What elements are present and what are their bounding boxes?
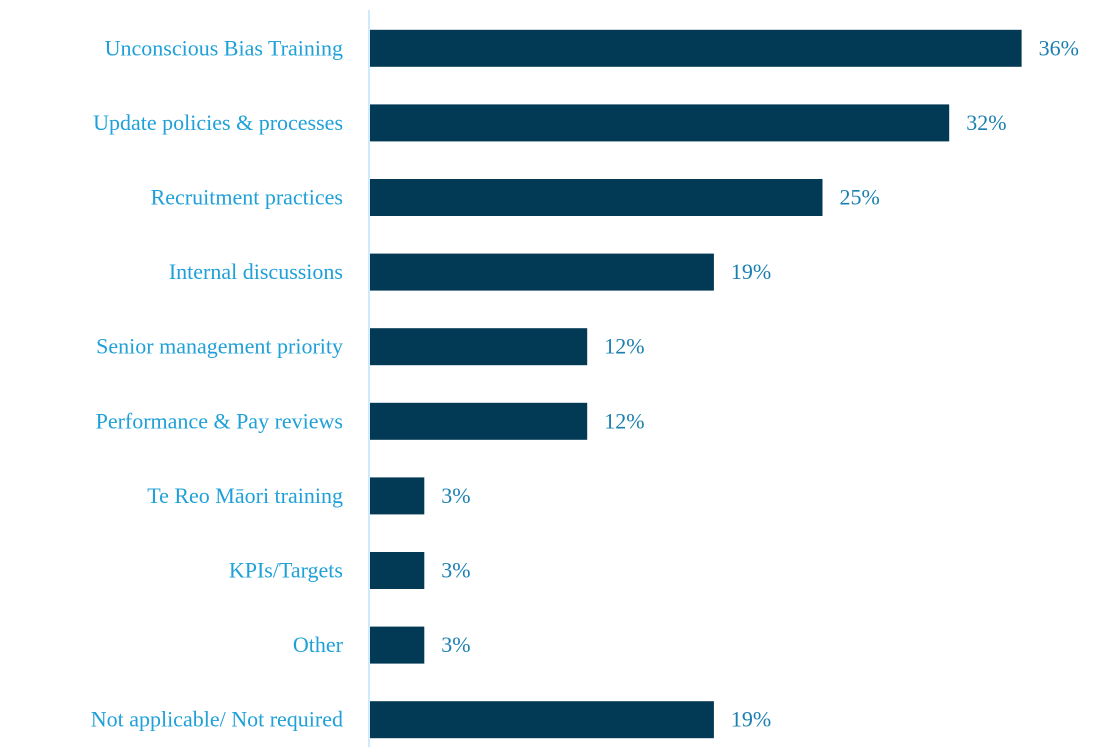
bar	[370, 29, 1022, 67]
category-label: Recruitment practices	[151, 185, 343, 210]
category-label: Te Reo Māori training	[147, 483, 343, 508]
value-label: 32%	[966, 110, 1006, 135]
category-label: Not applicable/ Not required	[91, 707, 343, 732]
bar	[370, 477, 425, 515]
bar	[370, 552, 425, 589]
category-label: Update policies & processes	[93, 110, 343, 135]
value-label: 12%	[604, 408, 644, 433]
category-label: KPIs/Targets	[229, 558, 343, 583]
value-label: 19%	[731, 707, 771, 732]
category-label: Internal discussions	[169, 259, 343, 284]
bar	[370, 253, 714, 291]
value-label: 25%	[840, 185, 880, 210]
value-label: 36%	[1039, 35, 1079, 60]
bar	[370, 179, 823, 216]
value-label: 3%	[441, 483, 470, 508]
value-label: 3%	[441, 558, 470, 583]
category-label: Performance & Pay reviews	[96, 408, 343, 433]
value-label: 19%	[731, 259, 771, 284]
bar	[370, 626, 425, 664]
category-label: Unconscious Bias Training	[105, 35, 343, 60]
value-label: 12%	[604, 334, 644, 359]
category-label: Other	[293, 632, 344, 657]
value-label: 3%	[441, 632, 470, 657]
bar	[370, 701, 714, 739]
bar	[370, 402, 588, 440]
category-label: Senior management priority	[96, 334, 343, 359]
bar	[370, 104, 950, 142]
bar	[370, 328, 588, 366]
